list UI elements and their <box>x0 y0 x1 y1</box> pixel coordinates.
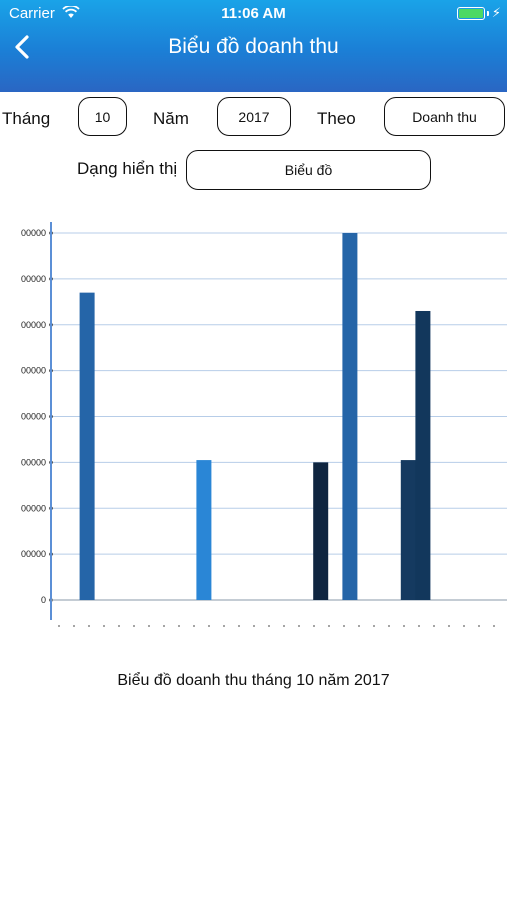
month-label: Tháng <box>2 109 51 128</box>
x-tick-dot <box>223 625 225 627</box>
bar <box>79 292 95 600</box>
y-tick-label: 00000 <box>21 549 46 559</box>
x-tick-dot <box>478 625 480 627</box>
y-tick-label: 00000 <box>21 503 46 513</box>
x-tick-dot <box>118 625 120 627</box>
x-tick-dot <box>133 625 135 627</box>
chart-svg: 0000000000000000000000000000000000000000… <box>21 222 507 627</box>
y-tick-label: 00000 <box>21 228 46 238</box>
chevron-left-icon <box>15 35 29 59</box>
x-tick-dot <box>403 625 405 627</box>
display-type-select[interactable]: Biểu đồ <box>186 150 431 190</box>
wifi-icon <box>62 4 80 23</box>
bar <box>400 460 416 600</box>
status-bar: Carrier 11:06 AM ⚡ <box>0 0 507 28</box>
y-tick-label: 00000 <box>21 366 46 376</box>
page-title: Biểu đồ doanh thu <box>168 35 339 58</box>
battery-tip <box>487 11 489 16</box>
x-tick-dot <box>163 625 165 627</box>
x-tick-dot <box>193 625 195 627</box>
battery-icon <box>457 7 485 20</box>
year-field[interactable]: 2017 <box>217 97 291 136</box>
x-tick-dot <box>343 625 345 627</box>
by-select[interactable]: Doanh thu <box>384 97 505 136</box>
bar <box>313 462 329 600</box>
x-tick-dot <box>418 625 420 627</box>
by-label: Theo <box>317 109 356 128</box>
revenue-chart: 0 00000 00000 00000 00000 00000 00000 00000 0000… <box>0 210 507 640</box>
x-tick-dot <box>268 625 270 627</box>
x-tick-dot <box>73 625 75 627</box>
month-field[interactable]: 10 <box>78 97 127 136</box>
x-tick-dot <box>358 625 360 627</box>
y-tick-label: 00000 <box>21 320 46 330</box>
x-tick-dot <box>433 625 435 627</box>
y-tick-label: 00000 <box>21 274 46 284</box>
x-tick-dot <box>283 625 285 627</box>
x-tick-dot <box>448 625 450 627</box>
x-tick-dot <box>88 625 90 627</box>
x-tick-dot <box>298 625 300 627</box>
chart-caption: Biểu đồ doanh thu tháng 10 năm 2017 <box>117 672 390 689</box>
x-tick-dot <box>373 625 375 627</box>
bar <box>196 460 212 600</box>
x-tick-dot <box>103 625 105 627</box>
back-button[interactable] <box>8 30 40 64</box>
x-tick-dot <box>208 625 210 627</box>
y-tick-label: 00000 <box>21 457 46 467</box>
x-tick-dot <box>58 625 60 627</box>
charging-icon: ⚡ <box>491 5 501 20</box>
x-tick-dot <box>253 625 255 627</box>
clock: 11:06 AM <box>221 5 286 22</box>
bar <box>342 233 358 600</box>
x-tick-dot <box>148 625 150 627</box>
x-tick-dot <box>238 625 240 627</box>
x-tick-dot <box>328 625 330 627</box>
bar <box>415 310 431 600</box>
y-tick-label: 00000 <box>21 412 46 422</box>
x-tick-dot <box>313 625 315 627</box>
year-label: Năm <box>153 109 189 128</box>
x-tick-dot <box>388 625 390 627</box>
x-tick-dot <box>178 625 180 627</box>
nav-header: Carrier 11:06 AM ⚡ Biểu đồ doanh thu <box>0 0 507 92</box>
y-tick-label: 0 <box>41 595 46 605</box>
carrier-label: Carrier <box>9 5 55 22</box>
x-tick-dot <box>493 625 495 627</box>
x-tick-dot <box>463 625 465 627</box>
display-type-label: Dạng hiển thị <box>77 159 178 178</box>
